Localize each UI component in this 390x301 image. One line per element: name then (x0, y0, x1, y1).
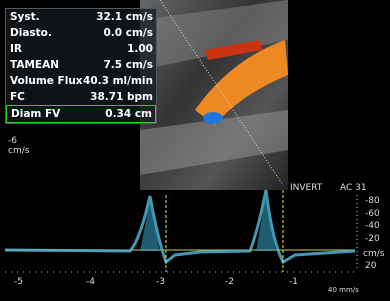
measurement-value: 32.1 cm/s (96, 9, 153, 25)
measurement-row: TAMEAN 7.5 cm/s (6, 57, 156, 73)
measurement-label: FC (10, 89, 25, 105)
color-flow-reverse (203, 112, 223, 124)
time-label: -3 (156, 277, 165, 287)
doppler-spectrum (5, 190, 355, 262)
measurement-label: Syst. (10, 9, 40, 25)
measurement-label: Diam FV (11, 106, 60, 122)
measurement-value: 0.34 cm (105, 106, 152, 122)
invert-label: INVERT (290, 183, 323, 193)
time-label: -1 (289, 277, 298, 287)
velocity-label: -80 (365, 196, 380, 206)
velocity-label: -40 (365, 221, 380, 231)
ultrasound-screen: -6 cm/s INVERT AC 31 -80 -60 -40 -20 cm/… (0, 0, 390, 301)
measurement-row: Diam FV 0.34 cm (6, 105, 156, 123)
measurement-row: IR 1.00 (6, 41, 156, 57)
measurement-row: FC 38.71 bpm (6, 89, 156, 105)
ac-label: AC 31 (340, 183, 367, 193)
measurement-value: 1.00 (127, 41, 153, 57)
scale-unit: cm/s (8, 146, 30, 156)
velocity-label: 20 (365, 261, 377, 271)
time-label: -4 (86, 277, 95, 287)
measurement-label: Diasto. (10, 25, 52, 41)
measurement-value: 40.3 ml/min (83, 73, 153, 89)
velocity-unit: cm/s (363, 249, 385, 259)
scale-value: -6 (8, 136, 17, 146)
measurement-value: 0.0 cm/s (103, 25, 153, 41)
measurement-row: Syst. 32.1 cm/s (6, 9, 156, 25)
sweep-speed: 40 mm/s (328, 286, 359, 294)
measurement-label: Volume Flux (10, 73, 83, 89)
velocity-label: -60 (365, 209, 380, 219)
measurement-label: TAMEAN (10, 57, 59, 73)
measurement-value: 38.71 bpm (90, 89, 153, 105)
measurement-row: Diasto. 0.0 cm/s (6, 25, 156, 41)
velocity-label: -20 (365, 234, 380, 244)
time-label: -5 (14, 277, 23, 287)
measurement-value: 7.5 cm/s (103, 57, 153, 73)
measurement-label: IR (10, 41, 22, 57)
time-label: -2 (225, 277, 234, 287)
